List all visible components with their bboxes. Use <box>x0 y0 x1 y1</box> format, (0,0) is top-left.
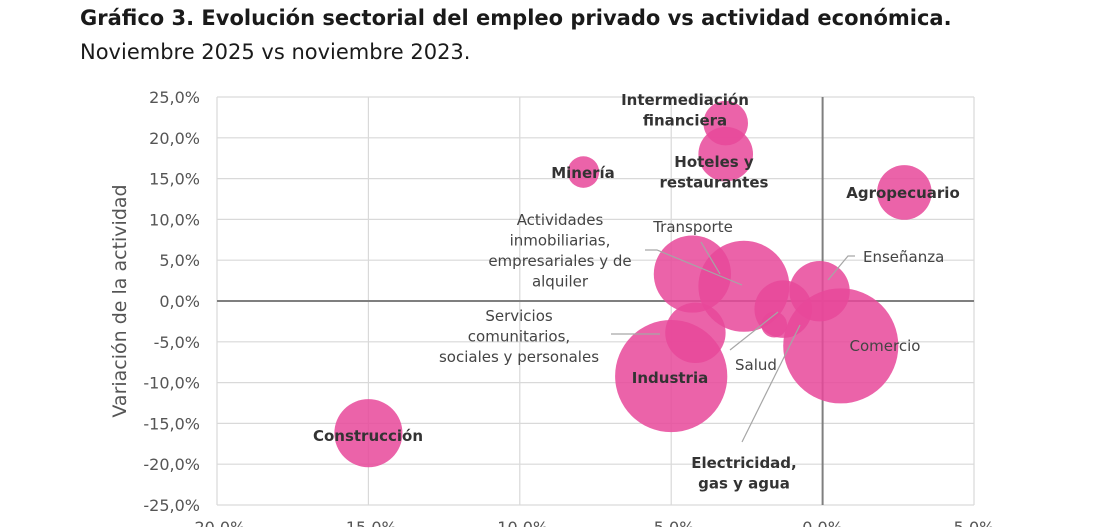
bubble-label: Transporte <box>652 218 733 236</box>
y-tick-label: 25,0% <box>149 88 200 107</box>
bubble-label-line: Enseñanza <box>863 248 944 266</box>
bubble-label-line: Minería <box>551 164 615 182</box>
bubble-label-line: Comercio <box>850 337 921 355</box>
bubble-agropecuario <box>877 165 932 220</box>
x-tick-label: -20,0% <box>189 518 246 527</box>
chart-subtitle: Noviembre 2025 vs noviembre 2023. <box>80 40 471 64</box>
y-tick-label: -20,0% <box>143 455 200 474</box>
bubble-label-line: Transporte <box>652 218 733 236</box>
bubble-labels: Intermediación financiera Hoteles y restaur… <box>313 91 960 493</box>
bubble-label-line: alquiler <box>532 273 589 291</box>
bubble-construccion <box>334 399 403 468</box>
bubble-label: Hoteles y restaurantes <box>660 153 769 192</box>
bubble-label: Servicios comunitarios, sociales y persona… <box>439 307 599 366</box>
y-tick-label: -15,0% <box>143 414 200 433</box>
y-tick-label: -10,0% <box>143 374 200 393</box>
chart-title: Gráfico 3. Evolución sectorial del emple… <box>80 6 952 30</box>
bubble-label-line: Actividades <box>517 211 604 229</box>
x-tick-label: 5,0% <box>954 518 995 527</box>
y-tick-label: 20,0% <box>149 129 200 148</box>
leader-line <box>741 324 801 443</box>
bubble-label: Comercio <box>850 337 921 355</box>
bubble-label: Agropecuario <box>846 184 960 202</box>
y-tick-label: 15,0% <box>149 170 200 189</box>
tick-labels: -20,0% -15,0% -10,0% -5,0% 0,0% 5,0% 25,0% 20,0… <box>143 88 994 527</box>
bubble-mineria <box>567 156 600 188</box>
bubble-label: Enseñanza <box>863 248 944 266</box>
bubble-label-line: gas y agua <box>698 475 790 493</box>
leader-lines <box>611 241 855 443</box>
bubble-label-line: Electricidad, <box>691 454 797 472</box>
bubble-label-line: sociales y personales <box>439 348 599 366</box>
bubble-label: Salud <box>735 356 777 374</box>
x-tick-label: -5,0% <box>648 518 694 527</box>
bubble-label-line: Construcción <box>313 427 423 445</box>
bubble-label-line: restaurantes <box>660 174 769 192</box>
bubble-intermediacion-financiera <box>703 100 748 146</box>
bubble-label-line: Hoteles y <box>674 153 754 171</box>
leader-line <box>700 241 721 275</box>
bubble-actividades-inmobiliarias-empresariales-y-de-alquiler <box>653 235 732 313</box>
bubble-label-line: Salud <box>735 356 777 374</box>
bubble-label-line: comunitarios, <box>468 328 570 346</box>
y-axis-label: Variación de la actividad <box>109 184 131 417</box>
bubble-electricidad-gas-y-agua <box>761 311 788 338</box>
leader-line <box>827 255 855 281</box>
bubble-label: Electricidad, gas y agua <box>691 454 797 493</box>
bubble-label: Industria <box>632 369 708 387</box>
bubble-label-line: financiera <box>643 112 727 130</box>
leader-line <box>645 249 743 286</box>
x-tick-label: -10,0% <box>491 518 548 527</box>
bubble-label-line: Servicios <box>485 307 553 325</box>
bubble-servicios-comunitarios-sociales-y-personales <box>665 302 726 364</box>
y-tick-label: 10,0% <box>149 210 200 229</box>
y-tick-label: -25,0% <box>143 496 200 515</box>
bubble-label: Construcción <box>313 427 423 445</box>
bubble-label-line: Intermediación <box>621 91 749 109</box>
bubble-label-line: inmobiliarias, <box>510 232 611 250</box>
bubble-label: Intermediación financiera <box>621 91 749 130</box>
leader-line <box>729 311 779 351</box>
bubble-label-line: empresariales y de <box>488 252 631 270</box>
x-tick-label: -15,0% <box>340 518 397 527</box>
bubble-label: Minería <box>551 164 615 182</box>
y-tick-label: 5,0% <box>159 251 200 270</box>
x-tick-label: 0,0% <box>802 518 843 527</box>
bubble-label: Actividades inmobiliarias, empresariales y… <box>488 211 631 291</box>
bubble-label-line: Agropecuario <box>846 184 960 202</box>
bubbles <box>334 100 932 468</box>
bubble-label-line: Industria <box>632 369 708 387</box>
y-tick-label: -5,0% <box>154 333 200 352</box>
y-tick-label: 0,0% <box>159 292 200 311</box>
